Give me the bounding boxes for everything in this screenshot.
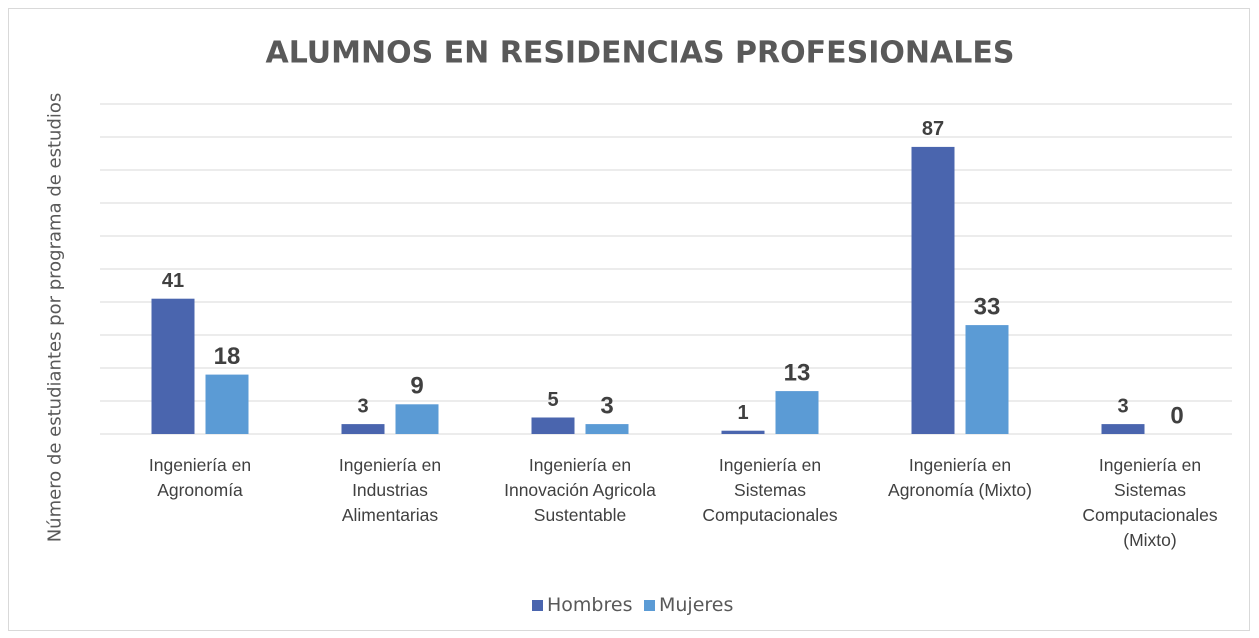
legend-item: Mujeres bbox=[644, 594, 733, 616]
bar bbox=[911, 146, 955, 434]
y-axis-label: Número de estudiantes por programa de es… bbox=[44, 92, 66, 543]
x-tick-label: Ingeniería en Industrias Alimentarias bbox=[338, 455, 442, 525]
legend-item: Hombres bbox=[532, 594, 632, 616]
bar bbox=[965, 325, 1009, 434]
data-label: 3 bbox=[357, 395, 368, 417]
data-label: 0 bbox=[1170, 402, 1183, 429]
legend-label: Hombres bbox=[547, 594, 633, 616]
data-label: 1 bbox=[737, 402, 748, 424]
data-label: 3 bbox=[1117, 395, 1128, 417]
bar bbox=[1101, 424, 1145, 434]
data-label: 33 bbox=[974, 293, 1001, 320]
data-label: 18 bbox=[214, 343, 241, 370]
data-label: 87 bbox=[922, 118, 944, 140]
bar bbox=[775, 391, 819, 434]
x-tick-label: Ingeniería en Sistemas Computacionales bbox=[702, 455, 838, 525]
bar bbox=[341, 424, 385, 434]
bar bbox=[395, 404, 439, 434]
legend-label: Mujeres bbox=[659, 594, 734, 616]
x-tick-label: Ingeniería en Agronomía (Mixto) bbox=[888, 455, 1032, 500]
bar bbox=[721, 430, 765, 434]
chart-title: ALUMNOS EN RESIDENCIAS PROFESIONALES bbox=[266, 36, 1015, 71]
bar bbox=[151, 298, 195, 434]
data-label: 41 bbox=[162, 270, 184, 292]
legend-swatch bbox=[532, 599, 543, 611]
data-label: 13 bbox=[784, 359, 811, 386]
legend-swatch bbox=[644, 599, 655, 611]
data-label: 9 bbox=[410, 373, 423, 400]
chart-border bbox=[8, 8, 1250, 631]
x-tick-label: Ingeniería en Sistemas Computacionales (… bbox=[1082, 455, 1218, 550]
data-label: 3 bbox=[600, 392, 613, 419]
bar bbox=[531, 417, 575, 434]
x-tick-label: Ingeniería en Innovación Agricola Susten… bbox=[504, 455, 656, 525]
bar bbox=[585, 424, 629, 434]
bar bbox=[205, 374, 249, 434]
x-tick-label: Ingeniería en Agronomía bbox=[148, 455, 252, 500]
data-label: 5 bbox=[547, 389, 558, 411]
